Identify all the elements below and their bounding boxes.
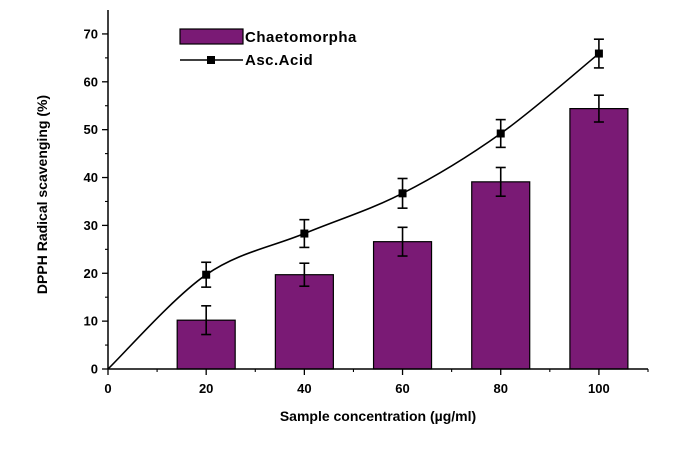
line-point — [496, 129, 505, 138]
axes-layer — [107, 10, 648, 370]
x-tick-label: 40 — [297, 381, 311, 396]
bar — [274, 274, 334, 370]
y-tick-label: 30 — [84, 218, 98, 233]
y-axis-label: DPPH Radical scavenging (%) — [34, 95, 50, 294]
x-tick-label: 20 — [199, 381, 213, 396]
y-tick-label: 40 — [84, 170, 98, 185]
line-point — [300, 229, 309, 238]
y-tick-label: 70 — [84, 26, 98, 41]
line-layer — [107, 38, 604, 370]
legend-line-marker — [207, 56, 215, 64]
x-tick-label: 0 — [104, 381, 111, 396]
y-tick-label: 50 — [84, 122, 98, 137]
y-tick-label: 60 — [84, 74, 98, 89]
x-tick-label: 100 — [588, 381, 610, 396]
legend-bar-swatch — [179, 28, 244, 45]
legend-bar-label: Chaetomorpha — [245, 29, 357, 46]
asc-acid-line — [107, 52, 600, 370]
y-tick-label: 0 — [91, 362, 98, 377]
y-tick-label: 20 — [84, 266, 98, 281]
bars-layer — [176, 94, 629, 370]
x-tick-label: 60 — [395, 381, 409, 396]
ticks-layer: 0 10 20 30 40 50 60 70 0 20 40 60 80 100 — [84, 26, 649, 396]
line-point — [398, 189, 407, 198]
bar — [569, 108, 629, 370]
bar — [372, 241, 433, 370]
legend: Chaetomorpha Asc.Acid — [179, 28, 357, 69]
line-point — [202, 270, 211, 279]
line-point — [594, 49, 603, 58]
bar — [471, 181, 531, 370]
x-tick-label: 80 — [493, 381, 507, 396]
x-axis-label: Sample concentration (µg/ml) — [280, 408, 476, 424]
legend-line-label: Asc.Acid — [245, 52, 313, 69]
y-tick-label: 10 — [84, 314, 98, 329]
